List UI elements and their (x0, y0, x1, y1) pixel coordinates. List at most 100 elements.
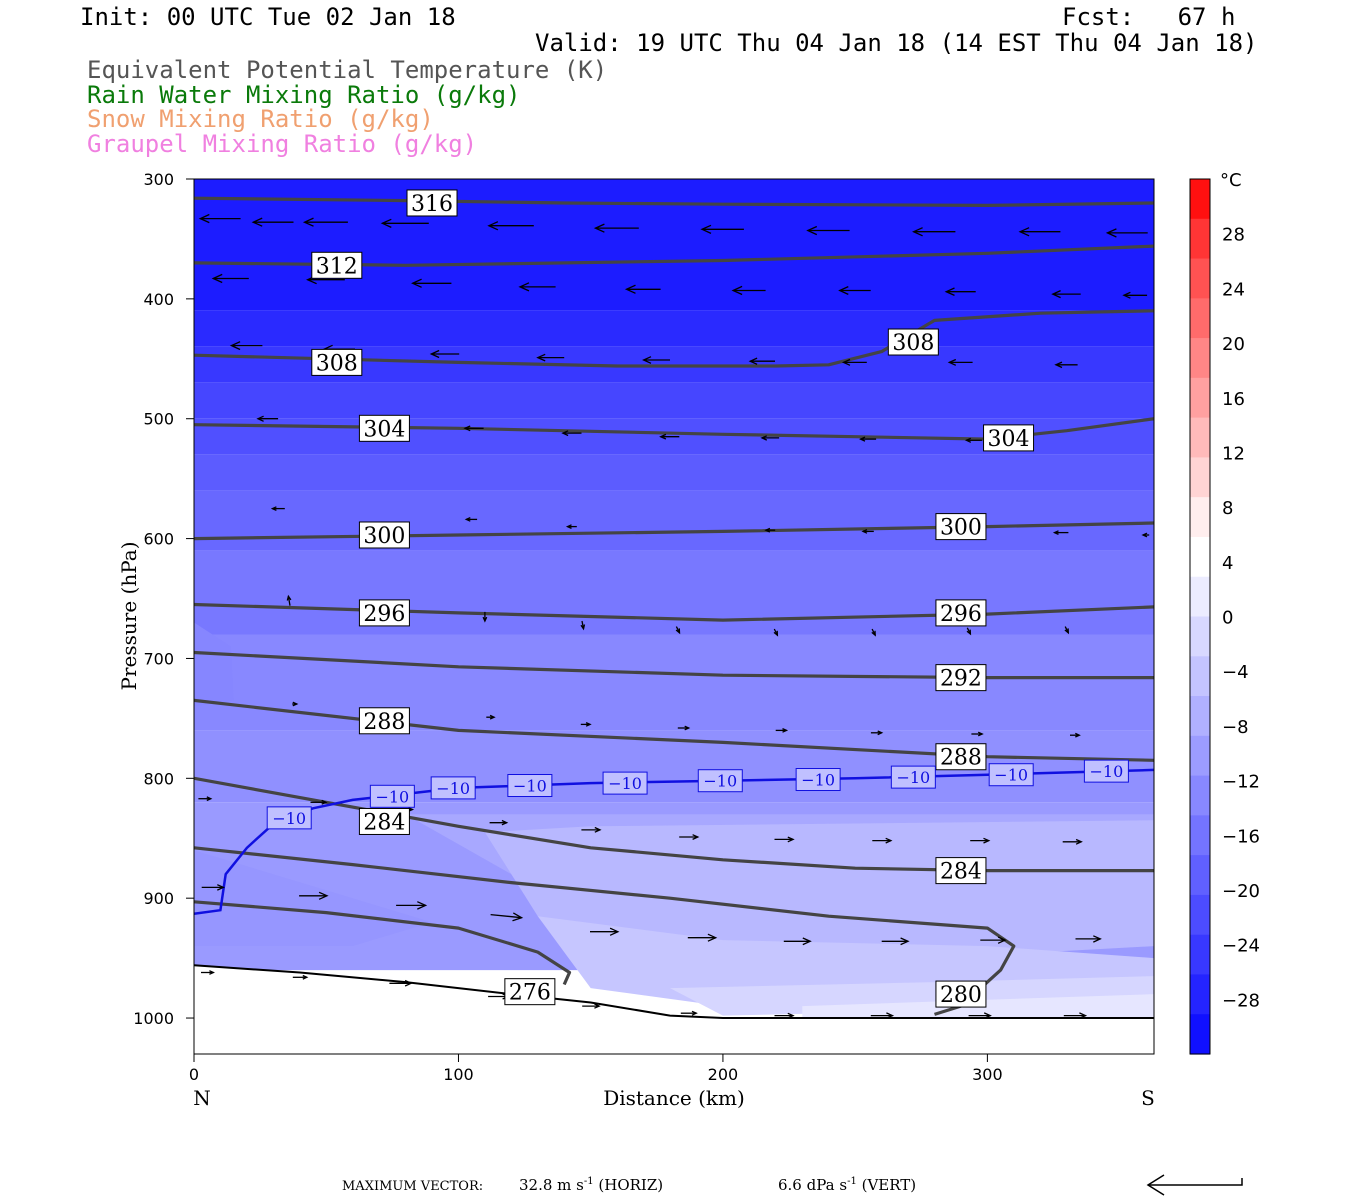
shade-band-16 (194, 622, 234, 707)
wind-vector-91 (968, 1012, 992, 1019)
label-box (935, 664, 987, 692)
colorbar-segment-18 (1190, 894, 1210, 936)
y-axis-title: Pressure (hPa) (117, 542, 141, 691)
temp-label-−10-0: −10 (266, 806, 312, 830)
wind-vector-17 (838, 286, 871, 295)
wind-vector-42 (861, 529, 874, 534)
wind-vector-head (518, 282, 530, 292)
wind-vector-46 (286, 594, 292, 606)
wind-vector-48 (580, 620, 586, 631)
wind-vector-51 (871, 628, 876, 637)
wind-vector-57 (580, 722, 592, 727)
temp-label-−10-4: −10 (602, 771, 648, 795)
y-tick-label-0: 300 (143, 170, 174, 189)
wind-vector-36 (964, 437, 982, 443)
wind-vector-90 (870, 1012, 895, 1019)
label-text: −10 (272, 809, 306, 828)
wind-vector-54 (292, 701, 299, 707)
label-box (358, 521, 410, 549)
label-text: −10 (1090, 762, 1124, 781)
colorbar-label-4: 12 (1222, 443, 1245, 464)
label-box (935, 743, 987, 771)
colorbar-label-3: 16 (1222, 389, 1245, 410)
wind-vector-78 (687, 933, 718, 942)
colorbar-label-6: 4 (1222, 553, 1233, 574)
label-box (358, 707, 410, 735)
wind-vector-62 (1070, 732, 1081, 738)
wind-vector-49 (675, 626, 681, 635)
wind-vector-head (1064, 628, 1070, 635)
x-axis-title: Distance (km) (603, 1086, 745, 1110)
theta-e-label-296-1: 296 (935, 599, 987, 627)
field-legend-graupel: Graupel Mixing Ratio (g/kg) (87, 130, 478, 158)
wind-vector-head (1122, 291, 1131, 299)
theta-e-label-308-1: 308 (887, 328, 939, 356)
colorbar-label-14: −28 (1222, 990, 1260, 1011)
max-vector-horiz-unit-exp: -1 (583, 1176, 594, 1187)
temp-label-−10-7: −10 (890, 765, 936, 789)
wind-vector-head (417, 901, 428, 910)
wind-vector-head (787, 1012, 795, 1019)
wind-vector-head (700, 224, 712, 234)
wind-vector-head (209, 970, 215, 975)
contour-labels: 316 312 308 308 304 304 300 300 296 296 292 288 288 2… (266, 189, 1129, 1008)
shade-band-17 (194, 850, 432, 947)
temperature-shading (194, 179, 1154, 1018)
colorbar-segment-11 (1190, 616, 1210, 657)
wind-vector-10 (1105, 228, 1148, 238)
wind-vector-head (782, 728, 789, 733)
label-box (358, 599, 410, 627)
wind-vector-30 (256, 415, 279, 422)
theta-e-label-316-0: 316 (406, 189, 458, 217)
label-text: 316 (411, 192, 453, 217)
wind-vector-head (912, 227, 923, 237)
wind-vector-head (983, 837, 991, 844)
shade-band-3 (194, 382, 1154, 419)
wind-vector-32 (561, 430, 582, 437)
wind-vector-27 (841, 358, 867, 366)
wind-vector-53 (1064, 626, 1070, 635)
forecast-hour: Fcst: 67 h (1062, 3, 1236, 31)
max-vector-horiz-tag: (HORIZ) (598, 1176, 664, 1194)
colorbar-segment-10 (1190, 576, 1210, 618)
label-text: 308 (892, 331, 934, 356)
colorbar-segment-1 (1190, 218, 1210, 260)
colorbar-segment-16 (1190, 815, 1210, 856)
label-box (266, 806, 312, 830)
wind-vector-head (489, 714, 496, 720)
wind-vector-head (411, 278, 422, 288)
temp-label-−10-5: −10 (697, 769, 743, 793)
colorbar-segment-3 (1190, 298, 1210, 339)
wind-vector-18 (944, 287, 976, 296)
colorbar-segment-12 (1190, 656, 1210, 697)
temp-label-−10-8: −10 (988, 763, 1034, 787)
label-text: −10 (513, 777, 547, 796)
theta-e-label-304-1: 304 (983, 424, 1035, 452)
wind-vector-59 (775, 728, 789, 733)
max-vector-label: MAXIMUM VECTOR: (342, 1179, 484, 1194)
max-vector-horiz-value: 32.8 m s (519, 1176, 584, 1194)
wind-vector-head (1051, 290, 1061, 299)
wind-vector-head (302, 974, 309, 980)
wind-vector-33 (659, 433, 680, 440)
wind-vector-20 (1122, 291, 1148, 299)
valid-time: Valid: 19 UTC Thu 04 Jan 18 (14 EST Thu … (535, 29, 1258, 57)
x-tick-label-0: 0 (189, 1065, 199, 1084)
colorbar-segment-19 (1190, 934, 1210, 976)
wind-vector-56 (486, 714, 496, 720)
wind-vector-head (802, 937, 812, 946)
wind-vectors (198, 213, 1150, 1019)
label-box (602, 771, 648, 795)
theta-e-label-304-0: 304 (358, 414, 410, 442)
wind-vector-3 (380, 218, 429, 228)
init-time: Init: 00 UTC Tue 02 Jan 18 (80, 3, 456, 31)
wind-vector-44 (1052, 530, 1069, 535)
wind-vector-25 (642, 356, 670, 364)
wind-vector-head (764, 527, 771, 533)
wind-vector-head (1105, 228, 1117, 238)
wind-vector-head (707, 933, 718, 942)
wind-vector-7 (806, 225, 850, 236)
wind-vector-head (691, 1010, 698, 1016)
wind-vector-61 (971, 731, 984, 737)
x-tick-label-2: 200 (708, 1065, 739, 1084)
